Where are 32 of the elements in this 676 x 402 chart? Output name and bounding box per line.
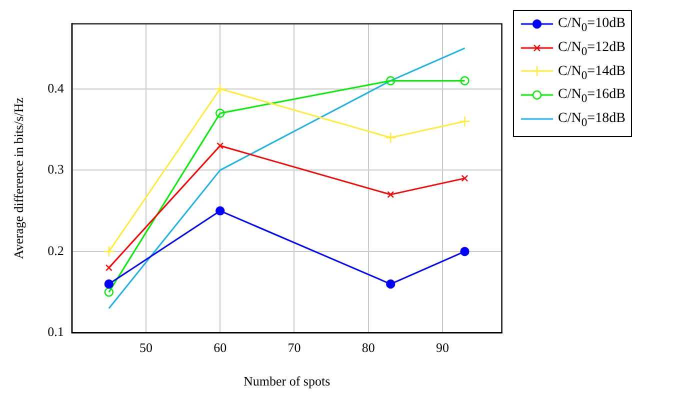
legend-label: C/N$_{0}$=10dB: [558, 16, 626, 34]
y-tick-label: 0.4: [48, 80, 64, 96]
point: [216, 206, 225, 216]
point: [216, 142, 224, 150]
x-axis-title: Number of spots: [243, 374, 330, 389]
point: [386, 76, 396, 86]
x-tick-label: 70: [288, 340, 301, 356]
y-tick-label: 0.1: [48, 324, 64, 340]
point: [214, 83, 226, 94]
x-tick-label: 90: [436, 340, 449, 356]
legend-label: C/N$_{0}$=12dB: [558, 40, 626, 58]
legend-label: C/N$_{0}$=14dB: [558, 64, 626, 82]
point: [105, 264, 112, 272]
legend-label: C/N$_{0}$=16dB: [558, 87, 626, 106]
point: [104, 279, 114, 289]
point: [103, 246, 115, 258]
point: [216, 108, 225, 118]
point: [387, 191, 394, 198]
point: [459, 116, 470, 127]
y-axis-title: Average difference in bits/s/Hz: [11, 97, 26, 260]
point: [460, 246, 470, 256]
y-tick-label: 0.3: [48, 162, 64, 177]
legend-label: C/N$_{0}$=18dB: [558, 111, 626, 129]
point: [460, 76, 470, 86]
y-tick-label: 0.2: [48, 242, 64, 258]
x-tick-label: 80: [362, 340, 375, 356]
point: [104, 288, 114, 297]
point: [461, 174, 468, 182]
x-tick-label: 60: [214, 340, 227, 356]
x-tick-label: 50: [139, 340, 152, 356]
point: [385, 132, 396, 144]
point: [386, 279, 396, 289]
